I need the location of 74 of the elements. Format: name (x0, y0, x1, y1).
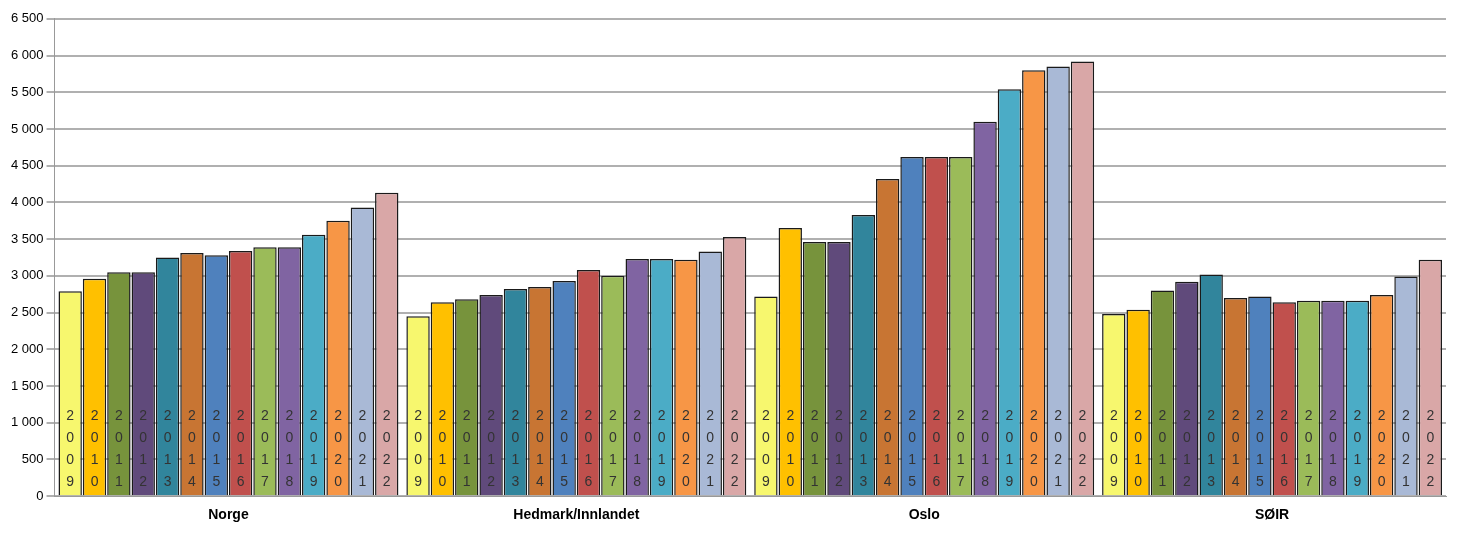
text: 2021 (1402, 407, 1410, 490)
y-tick-label: 5 500 (10, 83, 44, 99)
series-label: 2020 (334, 407, 343, 490)
text: 2009 (762, 407, 770, 490)
y-tick-label: 3 000 (10, 267, 44, 283)
text: 2017 (608, 407, 617, 490)
text: 2018 (1329, 407, 1337, 490)
series-label: 2012 (139, 407, 148, 490)
y-tick-label: 2 000 (10, 340, 44, 356)
y-tick-label: 2 500 (10, 304, 44, 320)
text: 2021 (1054, 407, 1063, 490)
text: 2016 (1280, 407, 1289, 490)
text: 2016 (584, 407, 593, 490)
series-label: 2009 (66, 407, 75, 490)
series-label: 2014 (188, 407, 197, 490)
text: 2017 (1304, 407, 1313, 490)
text: 2022 (730, 407, 739, 490)
x-tick-label: SØIR (1254, 506, 1290, 523)
text: 2022 (1426, 407, 1435, 490)
series-label: 2016 (236, 407, 245, 490)
text: 2015 (1255, 407, 1264, 490)
series-label: 2019 (309, 407, 318, 490)
y-tick-label: 0 (36, 487, 44, 503)
text: 2013 (859, 407, 868, 490)
series-label: 2013 (163, 407, 172, 490)
x-tick-label: Norge (208, 506, 249, 523)
text: 2013 (1207, 407, 1216, 490)
text: 2018 (633, 407, 642, 490)
text: 2013 (511, 407, 520, 490)
text: 2012 (487, 407, 495, 490)
y-tick-label: 6 000 (10, 47, 44, 63)
text: 2011 (462, 407, 471, 490)
text: 2012 (835, 407, 843, 490)
y-tick-label: 4 500 (10, 157, 44, 173)
y-tick-label: 3 500 (10, 230, 44, 246)
text: 2017 (956, 407, 965, 490)
text: 2011 (810, 407, 819, 490)
text: 2014 (1231, 407, 1240, 490)
x-tick-label: Hedmark/Innlandet (513, 506, 640, 523)
series-label: 2010 (90, 407, 99, 490)
series-label: 2022 (382, 407, 391, 490)
text: 2019 (1353, 407, 1362, 490)
text: 2019 (1005, 407, 1014, 490)
text: 2009 (1109, 407, 1118, 490)
y-tick-label: 1 000 (10, 414, 44, 430)
series-label: 2015 (212, 407, 221, 490)
series-label: 2021 (358, 407, 367, 490)
text: 2016 (932, 407, 941, 490)
y-tick-label: 6 500 (10, 10, 44, 26)
text: 2020 (1029, 407, 1038, 490)
text: 2009 (414, 407, 422, 490)
y-tick-label: 4 000 (10, 193, 44, 209)
text: 2014 (535, 407, 544, 490)
text: 2014 (883, 407, 892, 490)
text: 2010 (786, 407, 795, 490)
series-label: 2011 (114, 407, 123, 490)
text: 2015 (560, 407, 569, 490)
y-tick-label: 5 000 (10, 120, 44, 136)
y-tick-label: 1 500 (10, 377, 44, 393)
text: 2012 (1182, 407, 1191, 490)
series-label: 2017 (261, 407, 270, 490)
text: 2019 (657, 407, 666, 490)
text: 2020 (682, 407, 690, 490)
text: 2022 (1078, 407, 1087, 490)
text: 2020 (1377, 407, 1386, 490)
series-label: 2018 (285, 407, 294, 490)
text: 2010 (1134, 407, 1143, 490)
text: 2021 (706, 407, 715, 490)
text: 2010 (438, 407, 447, 490)
text: 2018 (981, 407, 989, 490)
y-tick-label: 500 (21, 451, 44, 467)
text: 2011 (1158, 407, 1167, 490)
x-tick-label: Oslo (908, 506, 940, 523)
text: 2015 (908, 407, 916, 490)
